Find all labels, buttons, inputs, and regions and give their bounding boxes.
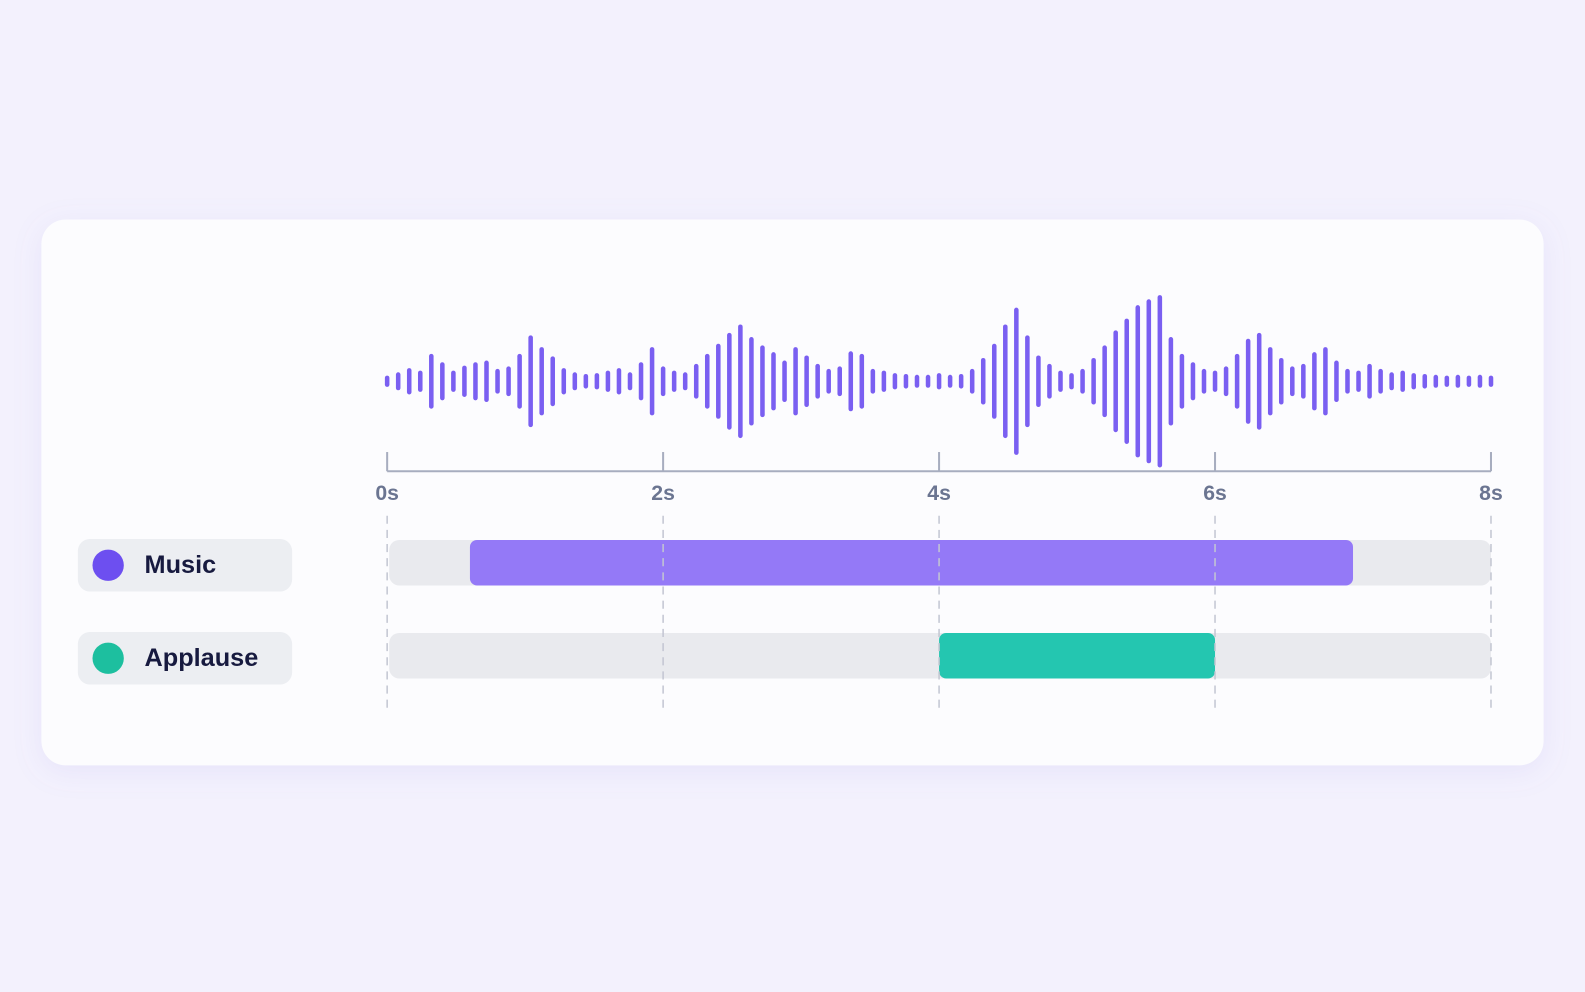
- event-segment: [939, 632, 1216, 679]
- legend-label: Applause: [145, 644, 259, 672]
- legend-dot: [92, 549, 124, 581]
- x-tick-label: 8s: [1479, 482, 1503, 505]
- plot: 0s 2s 4s 6s 8s Music Applause: [77, 295, 1503, 713]
- legend-dot: [92, 642, 124, 674]
- x-tick-label: 0s: [375, 482, 399, 505]
- legend-pill: [77, 538, 293, 592]
- x-tick-label: 2s: [651, 482, 675, 505]
- card: [41, 219, 1544, 766]
- legend-pill: [77, 631, 293, 685]
- x-tick-label: 6s: [1203, 482, 1227, 505]
- x-tick-label: 4s: [927, 482, 951, 505]
- legend-label: Music: [145, 551, 217, 579]
- event-segment: [469, 539, 1354, 586]
